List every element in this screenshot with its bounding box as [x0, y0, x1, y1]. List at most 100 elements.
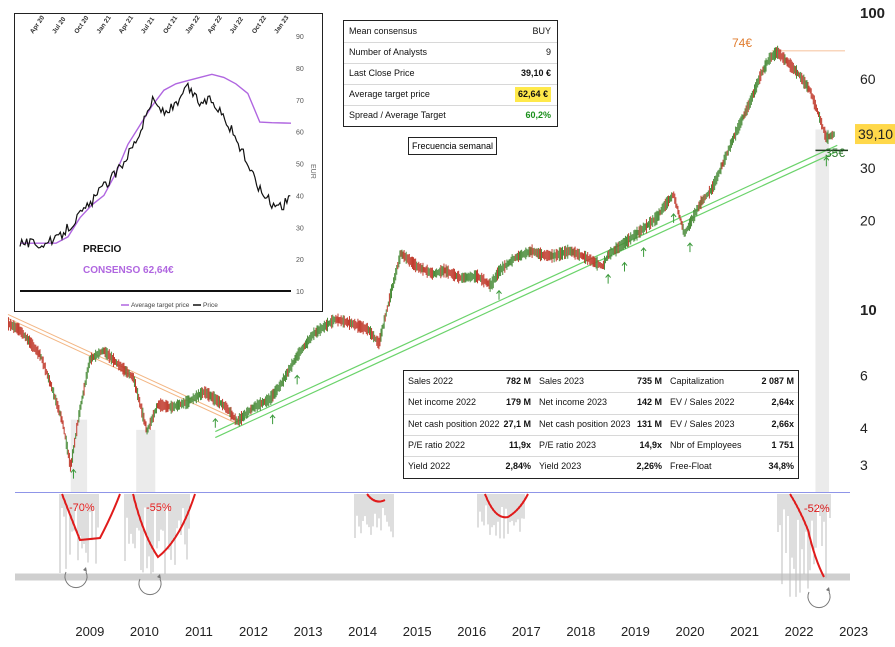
reversal-arrowhead: [83, 567, 87, 572]
fundamentals-label: P/E ratio 2023: [539, 439, 597, 450]
price-series: [8, 45, 835, 472]
fundamentals-value: 131 M: [636, 418, 662, 429]
frequency-label: Frecuencia semanal: [408, 137, 497, 155]
x-tick-label: 2010: [130, 624, 159, 639]
inset-consensus-label: CONSENSO 62,64€: [83, 265, 174, 276]
support-arrow: [70, 468, 77, 479]
inset-x-tick: Oct 21: [162, 15, 179, 36]
fundamentals-cell: Yield 2023 2,26%: [535, 456, 666, 477]
inset-x-tick: Jul 20: [51, 16, 68, 35]
fundamentals-value: 142 M: [636, 397, 662, 408]
fundamentals-value: 11,9x: [508, 439, 531, 450]
drawdown-curve-2017: [484, 493, 529, 519]
reversal-arrow: [807, 591, 831, 609]
consensus-label: Mean consensus: [349, 26, 418, 36]
consensus-row: Spread / Average Target 60,2%: [344, 105, 557, 126]
inset-legend: Average target price Price: [121, 302, 218, 309]
fundamentals-cell: Sales 2022 782 M: [404, 371, 535, 392]
consensus-row: Last Close Price 39,10 €: [344, 63, 557, 85]
inset-y-tick: 50: [296, 162, 304, 169]
fundamentals-label: EV / Sales 2023: [670, 418, 735, 429]
fundamentals-table: Sales 2022 782 M Sales 2023 735 M Capitaliza…: [403, 370, 799, 479]
fundamentals-cell: P/E ratio 2022 11,9x: [404, 435, 535, 456]
fundamentals-label: Net cash position 2023: [539, 418, 631, 429]
inset-x-tick: Jul 21: [140, 16, 157, 35]
drawdown-curve-2010: [132, 493, 196, 559]
x-tick-label: 2021: [730, 624, 759, 639]
consensus-label: Average target price: [349, 89, 430, 99]
consensus-label: Number of Analysts: [349, 47, 428, 57]
x-tick-label: 2013: [294, 624, 323, 639]
inset-x-tick: Apr 22: [207, 14, 225, 35]
fundamentals-cell: Sales 2023 735 M: [535, 371, 666, 392]
fundamentals-value: 2,84%: [505, 461, 531, 472]
support-arrow: [621, 261, 628, 272]
last-price-box: [855, 124, 895, 145]
fundamentals-value: 782 M: [505, 376, 531, 386]
support-arrow: [269, 414, 276, 425]
inset-y-tick: 10: [296, 289, 304, 296]
inset-chart: Apr 20 Jul 20 Oct 20 Jan 21 Apr 21 Jul 21 Oct …: [14, 13, 323, 312]
drawdown-curve-2015: [366, 493, 386, 503]
inset-x-tick: Jan 22: [184, 14, 202, 35]
consensus-row: Number of Analysts 9: [344, 42, 557, 64]
x-tick-label: 2020: [676, 624, 705, 639]
fundamentals-cell: Net income 2023 142 M: [535, 392, 666, 413]
fundamentals-label: Yield 2023: [539, 461, 582, 472]
drawdown-curve-2022: [789, 493, 825, 578]
consensus-value: 9: [545, 47, 551, 57]
support-arrow: [670, 213, 677, 223]
consensus-value: BUY: [532, 26, 551, 36]
inset-price-label: PRECIO: [83, 244, 122, 255]
fundamentals-value: 735 M: [636, 376, 662, 386]
support-arrow: [605, 273, 612, 284]
inset-y-tick: 30: [296, 225, 304, 232]
support-arrow: [212, 417, 219, 428]
fundamentals-value: 34,8%: [768, 461, 794, 472]
inset-y-tick: 70: [296, 98, 304, 105]
inset-y-tick: 80: [296, 66, 304, 73]
x-tick-label: 2012: [239, 624, 268, 639]
support-label: 35€: [825, 146, 845, 160]
x-tick-label: 2015: [403, 624, 432, 639]
reversal-arrow: [64, 571, 88, 589]
y-tick-label: 10: [860, 302, 877, 319]
low-shading-0: [70, 419, 88, 492]
y-tick-label: 60: [860, 71, 876, 87]
drawdown-label: -52%: [804, 503, 830, 515]
fundamentals-value: 14,9x: [639, 439, 662, 450]
support-arrow: [687, 242, 693, 253]
fundamentals-label: Free-Float: [670, 461, 712, 472]
fundamentals-cell: Free-Float 34,8%: [666, 456, 798, 477]
y-axis: 3 4 6 10 20 30 60 100 39,10: [855, 5, 895, 473]
low-shading-1: [136, 429, 156, 492]
consensus-label: Last Close Price: [349, 68, 415, 78]
support-arrow: [640, 247, 647, 257]
x-axis: 2009 2010 2011 2012 2013 2014 2015 2016 2017 2018…: [75, 624, 868, 639]
fundamentals-label: Net income 2022: [408, 397, 477, 408]
annotations: 74€ 35€: [70, 36, 845, 479]
fundamentals-divider: [404, 434, 798, 436]
fundamentals-cell: Net cash position 2022 27,1 M: [404, 414, 535, 435]
x-tick-label: 2019: [621, 624, 650, 639]
inset-x-tick: Oct 22: [251, 15, 268, 36]
legend-price-label: Price: [203, 302, 218, 309]
y-tick-label: 4: [860, 420, 868, 436]
x-tick-label: 2022: [785, 624, 814, 639]
inset-price-line: [19, 81, 291, 249]
inset-x-tick: Jan 23: [273, 14, 291, 35]
fundamentals-label: Sales 2023: [539, 376, 585, 386]
consensus-table: Mean consensus BUY Number of Analysts 9 Last…: [343, 20, 558, 127]
y-tick-label: 6: [860, 368, 868, 384]
fundamentals-divider: [404, 413, 798, 415]
support-line-0: [215, 144, 838, 433]
drawdown-shading: [70, 129, 830, 492]
fundamentals-cell: Capitalization 2 087 M: [666, 371, 798, 392]
fundamentals-cell: Nbr of Employees 1 751: [666, 435, 798, 456]
inset-y-tick: 40: [296, 193, 304, 200]
inset-x-tick: Jul 22: [229, 16, 246, 35]
inset-y-label: EUR: [309, 164, 316, 179]
fundamentals-value: 2 087 M: [761, 376, 794, 386]
fundamentals-label: EV / Sales 2022: [670, 397, 735, 408]
support-line-1: [215, 150, 838, 439]
